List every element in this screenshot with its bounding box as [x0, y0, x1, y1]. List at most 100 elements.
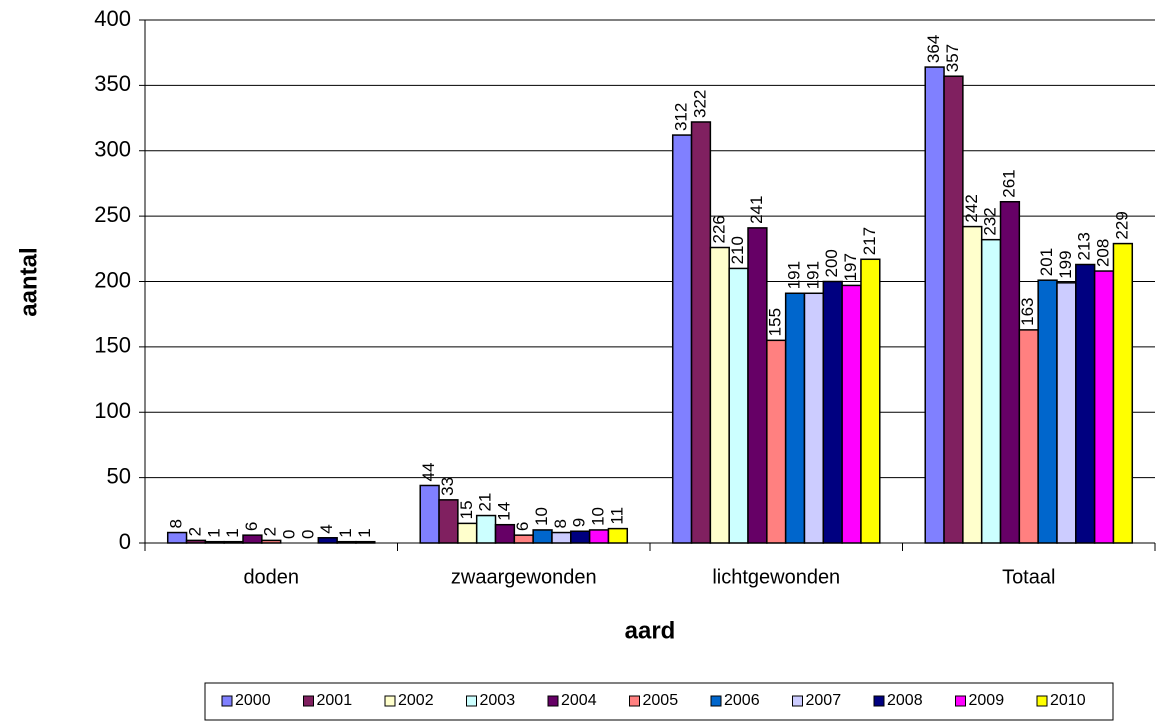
value-label: 0 — [280, 530, 299, 539]
legend-label: 2002 — [398, 692, 434, 709]
bar — [766, 339, 787, 544]
bar — [242, 534, 263, 544]
value-label: 364 — [924, 35, 943, 63]
value-label: 241 — [747, 196, 766, 224]
x-tick-label: Totaal — [1002, 566, 1055, 588]
y-tick-label: 350 — [94, 71, 131, 96]
y-tick-label: 0 — [119, 529, 131, 554]
value-label: 6 — [513, 522, 532, 531]
value-label: 1 — [223, 528, 242, 537]
legend-label: 2006 — [724, 692, 760, 709]
legend-swatch — [1036, 695, 1048, 707]
y-tick-label: 50 — [107, 463, 131, 488]
bar — [570, 530, 591, 544]
value-label: 33 — [438, 477, 457, 496]
legend-swatch — [221, 695, 233, 707]
x-tick-label: zwaargewonden — [451, 566, 597, 588]
value-label: 200 — [822, 249, 841, 277]
value-label: 208 — [1094, 239, 1113, 267]
bar — [747, 227, 768, 544]
legend-swatch — [303, 695, 314, 707]
bar — [588, 529, 610, 544]
value-label: 199 — [1056, 250, 1075, 278]
y-tick-label: 150 — [94, 333, 131, 358]
value-label: 213 — [1075, 232, 1094, 260]
value-label: 0 — [298, 530, 317, 539]
value-label: 1 — [204, 528, 223, 537]
bar — [457, 522, 478, 544]
value-label: 8 — [167, 519, 186, 528]
bar — [690, 121, 712, 544]
value-label: 357 — [943, 44, 962, 72]
y-tick-label: 250 — [94, 202, 131, 227]
legend-label: 2003 — [480, 692, 516, 709]
bar — [1093, 270, 1115, 544]
bar — [261, 539, 282, 544]
y-tick-label: 400 — [94, 6, 131, 31]
bar — [419, 484, 440, 544]
bar — [980, 238, 1002, 544]
y-tick-label: 200 — [94, 267, 131, 292]
value-label: 10 — [589, 507, 608, 526]
value-label: 1 — [355, 528, 374, 537]
value-label: 201 — [1037, 248, 1056, 276]
bar — [475, 514, 497, 544]
value-label: 14 — [494, 502, 513, 521]
value-label: 11 — [607, 507, 626, 525]
bar — [803, 292, 825, 544]
value-label: 322 — [690, 90, 709, 118]
bar — [1018, 329, 1039, 544]
legend-label: 2008 — [887, 692, 923, 709]
bar — [494, 523, 516, 544]
value-label: 312 — [672, 103, 691, 131]
value-label: 217 — [860, 227, 879, 255]
value-label: 155 — [766, 308, 785, 336]
bar — [841, 284, 862, 544]
x-tick-label: doden — [243, 566, 299, 588]
bar — [1056, 282, 1077, 544]
bar — [355, 540, 376, 544]
value-label: 9 — [570, 518, 589, 527]
legend-label: 2010 — [1050, 692, 1086, 709]
legend-swatch — [710, 695, 722, 707]
legend-label: 2000 — [235, 692, 271, 709]
bar — [728, 267, 749, 544]
value-label: 2 — [261, 527, 280, 536]
bar — [438, 499, 459, 544]
bar — [317, 537, 338, 544]
value-label: 10 — [532, 507, 551, 526]
value-label: 2 — [185, 527, 204, 536]
legend-swatch — [466, 695, 477, 707]
bar — [962, 225, 983, 544]
value-label: 197 — [841, 253, 860, 281]
bar — [784, 292, 806, 544]
bar — [336, 540, 357, 544]
legend-swatch — [792, 695, 803, 707]
bar — [513, 534, 534, 544]
y-tick-label: 300 — [94, 137, 131, 162]
bar — [532, 529, 553, 544]
bar — [551, 531, 572, 544]
legend-label: 2004 — [561, 692, 597, 709]
value-label: 21 — [476, 493, 495, 512]
value-label: 8 — [551, 519, 570, 528]
legend-swatch — [955, 695, 966, 707]
x-axis-title: aard — [625, 617, 676, 644]
bar — [1112, 242, 1134, 544]
bar — [223, 540, 244, 544]
value-label: 232 — [981, 207, 1000, 235]
bar — [709, 246, 730, 544]
value-label: 1 — [336, 528, 355, 537]
value-label: 163 — [1018, 298, 1037, 326]
legend-label: 2001 — [317, 692, 353, 709]
bar — [1075, 263, 1096, 544]
x-tick-label: lichtgewonden — [712, 566, 840, 588]
legend-label: 2007 — [806, 692, 842, 709]
legend-swatch — [873, 695, 885, 707]
bar — [671, 134, 693, 544]
legend-label: 2005 — [643, 692, 679, 709]
value-label: 210 — [728, 236, 747, 264]
value-label: 242 — [962, 194, 981, 222]
legend-swatch — [629, 695, 640, 707]
